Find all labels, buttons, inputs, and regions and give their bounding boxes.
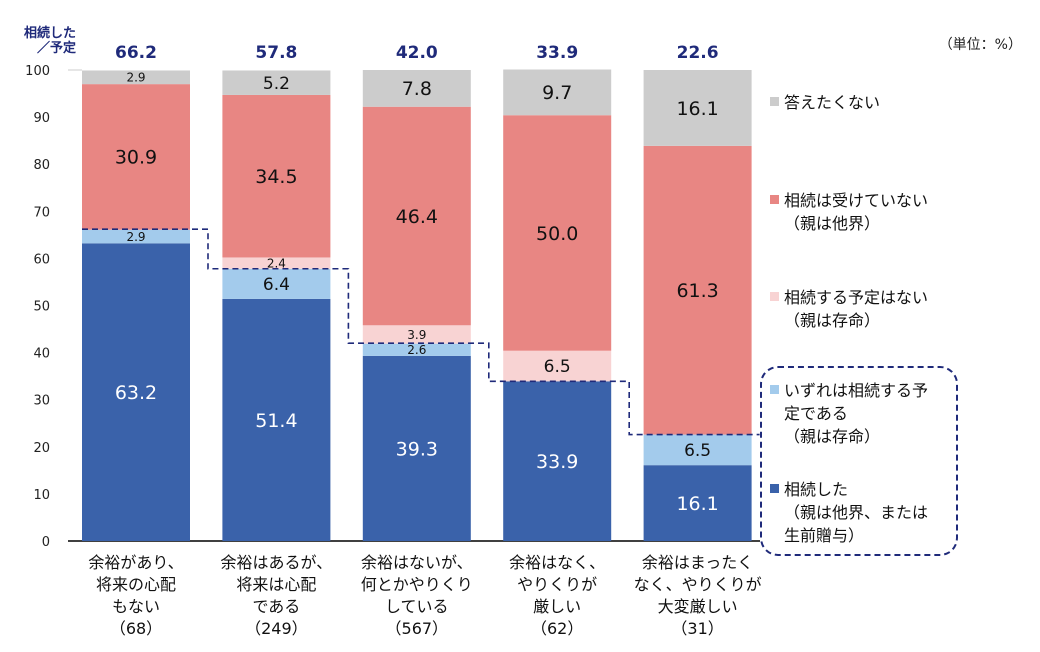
data-label: 51.4 [255,410,297,432]
y-tick-label: 0 [42,535,50,550]
bar-segment [362,343,471,356]
total-label: 66.2 [115,43,157,63]
bar-segment [82,84,190,230]
bar-segment [222,298,331,541]
x-category-label: 余裕はあるが、 将来は心配 である （249） [220,553,333,638]
bar-segment [643,465,752,541]
legend-swatch [770,195,779,204]
bar-segment [222,94,331,258]
data-label: 2.4 [267,256,286,270]
data-label: 61.3 [676,280,718,302]
data-label: 6.5 [544,357,571,377]
data-label: 34.5 [255,166,297,188]
bar-segment [362,106,471,326]
bar-segment [643,70,752,146]
legend-item: 答えたくない [770,91,880,114]
y-tick-label: 20 [33,441,50,456]
bar-segment [643,145,752,435]
bar-segment [362,325,471,344]
y-tick-label: 90 [33,111,50,126]
legend-swatch [770,292,779,301]
corner-label: 相続した ／予定 [23,26,76,56]
bar-segment [362,70,471,107]
data-label: 7.8 [402,78,432,100]
y-tick-label: 70 [33,205,50,220]
data-label: 2.9 [126,71,145,85]
data-label: 46.4 [396,206,438,228]
cumulative-step-line [82,228,760,436]
legend-item: 相続した （親は他界、または 生前贈与） [770,478,928,547]
y-tick-label: 60 [33,252,50,267]
bar-segment [82,70,190,85]
bar-segment [503,69,612,116]
legend-swatch [770,385,779,394]
bar-segment [362,355,471,541]
total-label: 33.9 [536,43,578,63]
legend-label: 相続する予定はない （親は存命） [784,288,929,330]
bar-segment [222,257,331,269]
total-label: 42.0 [396,43,438,63]
data-label: 30.9 [115,147,157,169]
data-label: 16.1 [676,98,718,120]
data-label: 9.7 [542,82,572,104]
legend-label: いずれは相続する予 定である （親は存命） [784,381,929,446]
data-label: 6.5 [684,441,711,461]
legend-item: いずれは相続する予 定である （親は存命） [770,379,928,448]
legend-group-box [760,366,958,556]
y-tick-label: 30 [33,394,50,409]
x-category-label: 余裕はないが、 何とかやりくり している （567） [360,553,473,638]
total-label: 22.6 [677,43,719,63]
x-category-label: 余裕はまったく なく、やりくりが 大変厳しい （31） [633,553,762,638]
bar-segment [222,268,331,299]
legend-item: 相続する予定はない （親は存命） [770,286,928,332]
bar-segment [643,434,752,466]
y-tick-label: 100 [25,64,50,79]
legend-item: 相続は受けていない （親は他界） [770,189,928,235]
total-label: 57.8 [255,43,297,63]
bar-segment [503,350,612,382]
data-label: 39.3 [396,438,438,460]
legend-swatch [770,484,779,493]
y-tick-label: 40 [33,347,50,362]
data-label: 63.2 [115,382,157,404]
bar-segment [82,229,190,244]
legend-label: 相続は受けていない （親は他界） [784,191,929,233]
y-tick-label: 10 [33,488,50,503]
x-category-label: 余裕があり、 将来の心配 もない （68） [88,553,184,638]
bar-segment [222,70,331,95]
legend-swatch [770,97,779,106]
data-label: 3.9 [407,328,426,342]
data-label: 50.0 [536,223,578,245]
bar-segment [503,381,612,541]
data-label: 6.4 [263,275,290,295]
bar-segment [503,115,612,351]
data-label: 2.9 [126,230,145,244]
data-label: 16.1 [676,493,718,515]
data-label: 5.2 [263,74,290,94]
legend-label: 相続した （親は他界、または 生前贈与） [784,480,929,545]
data-label: 33.9 [536,451,578,473]
unit-note: （単位：%） [938,37,1022,53]
y-tick-label: 80 [33,158,50,173]
data-label: 2.6 [407,343,426,357]
bar-segment [82,243,190,541]
x-category-label: 余裕はなく、 やりくりが 厳しい （62） [509,553,606,638]
y-tick-label: 50 [33,300,50,315]
legend-label: 答えたくない [784,93,881,112]
